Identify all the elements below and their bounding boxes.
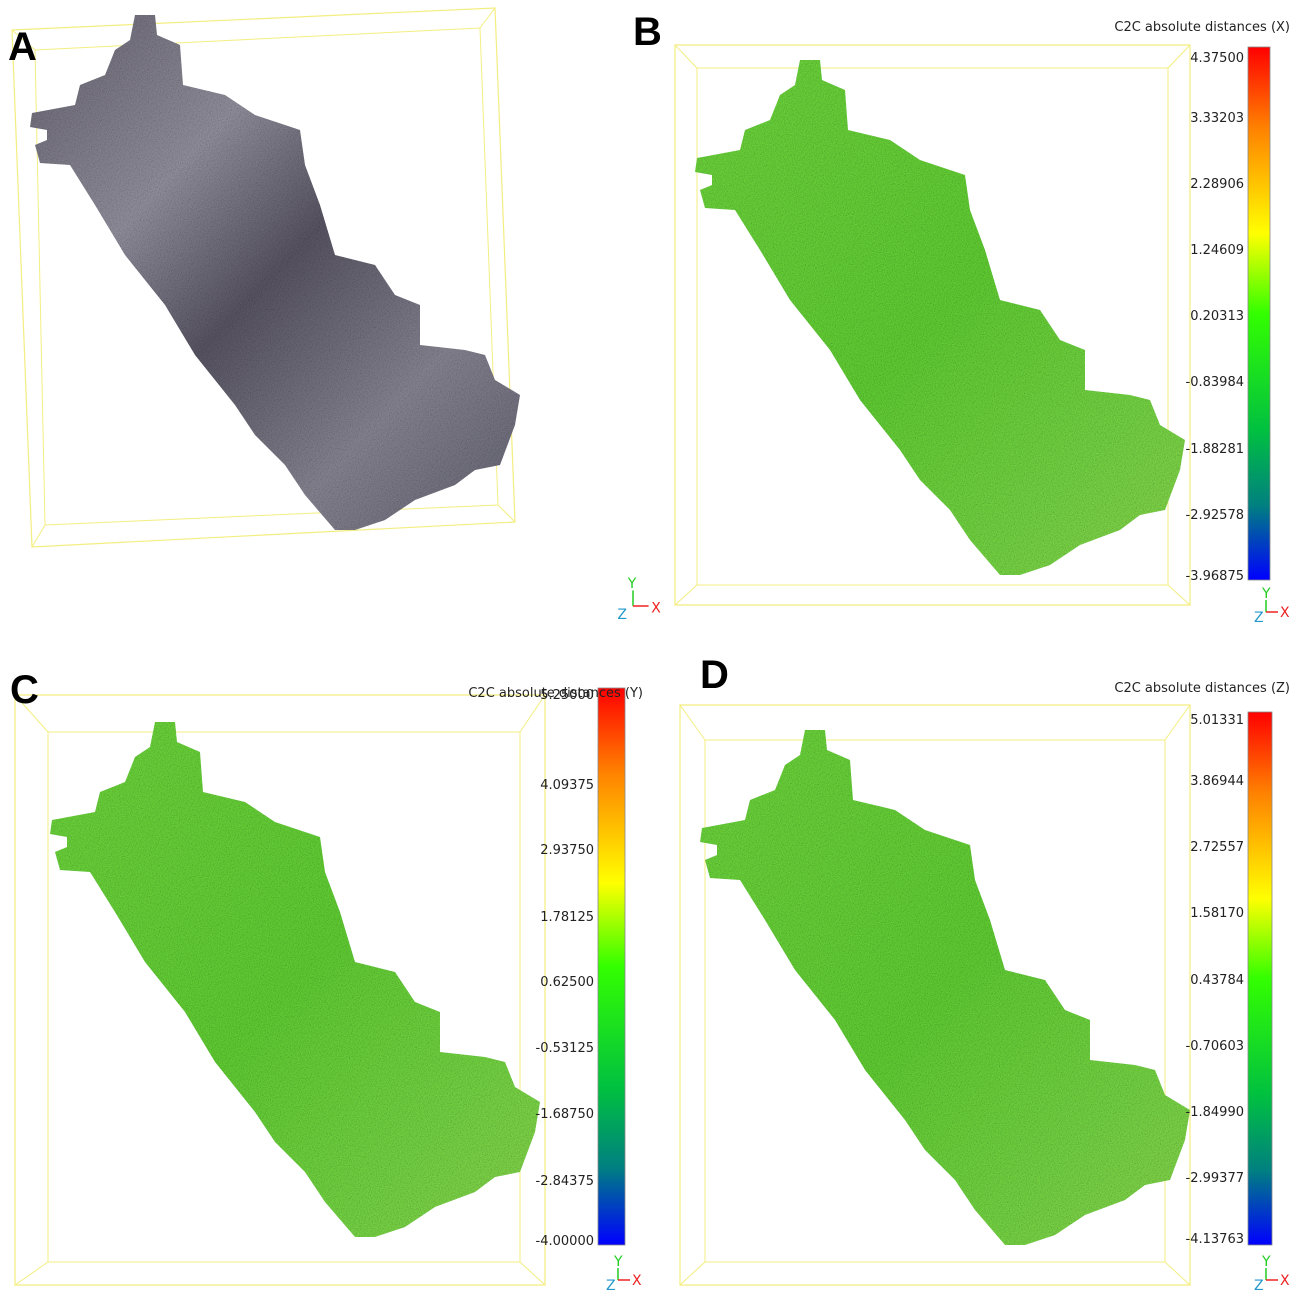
gizmo-label-x: X <box>1280 605 1290 621</box>
box-edge <box>679 704 706 741</box>
scale-title: C2C absolute distances (X) <box>1114 20 1290 35</box>
point-cloud <box>50 722 540 1237</box>
scale-tick-label: 2.72557 <box>1190 840 1244 855</box>
scale-tick-label: 4.37500 <box>1190 51 1244 66</box>
scale-tick-label: 2.93750 <box>540 843 594 858</box>
scale-tick-label: -0.83984 <box>1186 375 1244 390</box>
gizmo-label-y: Y <box>613 1254 623 1270</box>
gizmo-label-y: Y <box>1261 586 1271 602</box>
color-scale <box>1247 711 1273 1246</box>
scale-tick-label: 0.62500 <box>540 975 594 990</box>
box-edge <box>679 1261 706 1286</box>
scale-tick-label: -0.53125 <box>536 1041 594 1056</box>
scale-tick-label: -1.84990 <box>1186 1105 1244 1120</box>
scale-tick-label: 2.28906 <box>1190 177 1244 192</box>
scale-title: C2C absolute distances (Z) <box>1114 681 1290 696</box>
box-edge <box>497 504 516 523</box>
scale-tick-label: 1.24609 <box>1190 243 1244 258</box>
box-edge <box>1167 44 1191 69</box>
scale-tick-label: 1.58170 <box>1190 906 1244 921</box>
scale-tick-label: 3.86944 <box>1190 774 1244 789</box>
scale-tick-label: -1.88281 <box>1186 442 1244 457</box>
point-cloud <box>30 15 520 530</box>
panel-label: B <box>633 10 662 54</box>
panel-label: D <box>700 653 729 697</box>
panel: A <box>8 7 520 548</box>
scale-tick-label: -2.99377 <box>1186 1171 1244 1186</box>
scale-tick-label: -4.13763 <box>1186 1232 1244 1247</box>
scale-tick-label: -0.70603 <box>1186 1039 1244 1054</box>
scale-tick-label: -4.00000 <box>536 1234 594 1249</box>
gizmo-label-x: X <box>1280 1273 1290 1289</box>
scale-title: C2C absolute distances (Y) <box>468 686 643 701</box>
scale-tick-label: 3.33203 <box>1190 111 1244 126</box>
box-edge <box>519 1261 546 1286</box>
box-edge <box>1164 704 1191 741</box>
box-edge <box>479 7 496 29</box>
box-edge <box>674 584 698 606</box>
gizmo-label-z: Z <box>1254 1278 1264 1294</box>
gizmo-label-z: Z <box>1254 610 1264 626</box>
box-edge <box>11 29 36 51</box>
color-scale <box>1247 46 1271 581</box>
color-scale <box>597 687 626 1246</box>
panel: D C2C absolute distances (Z) 5.01331 3.8694… <box>679 653 1290 1294</box>
box-edge <box>674 44 698 69</box>
gizmo-label-x: X <box>632 1273 642 1289</box>
scale-tick-label: 5.01331 <box>1190 713 1244 728</box>
scale-tick-label: -3.96875 <box>1186 569 1244 584</box>
scale-tick-label: 5.25000 <box>540 688 594 703</box>
gizmo-label-z: Z <box>606 1278 616 1294</box>
box-edge <box>1164 1261 1191 1286</box>
box-edge <box>14 694 49 733</box>
box-edge <box>1167 584 1191 606</box>
box-edge <box>14 1261 49 1286</box>
panel: C C2C absolute distances (Y)5.25000 4.0937… <box>10 668 643 1294</box>
point-cloud <box>695 60 1185 575</box>
gizmo-label-y: Y <box>1261 1254 1271 1270</box>
scale-tick-label: -2.92578 <box>1186 508 1244 523</box>
box-edge <box>519 694 546 733</box>
scale-tick-label: 4.09375 <box>540 778 594 793</box>
panel-label: C <box>10 668 39 712</box>
point-cloud <box>700 730 1190 1245</box>
gizmo-label-x: X <box>651 601 661 617</box>
scale-tick-label: 1.78125 <box>540 910 594 925</box>
gizmo-label-y: Y <box>627 576 637 592</box>
panel: B C2C absolute distances (X) 4.37500 3.3320… <box>617 10 1290 626</box>
scale-tick-label: 0.43784 <box>1190 973 1244 988</box>
gizmo-label-z: Z <box>617 607 627 623</box>
box-edge <box>31 524 46 548</box>
scale-tick-label: -1.68750 <box>536 1107 594 1122</box>
scale-tick-label: 0.20313 <box>1190 309 1244 324</box>
panel-label: A <box>8 25 37 69</box>
scale-tick-label: -2.84375 <box>536 1174 594 1189</box>
